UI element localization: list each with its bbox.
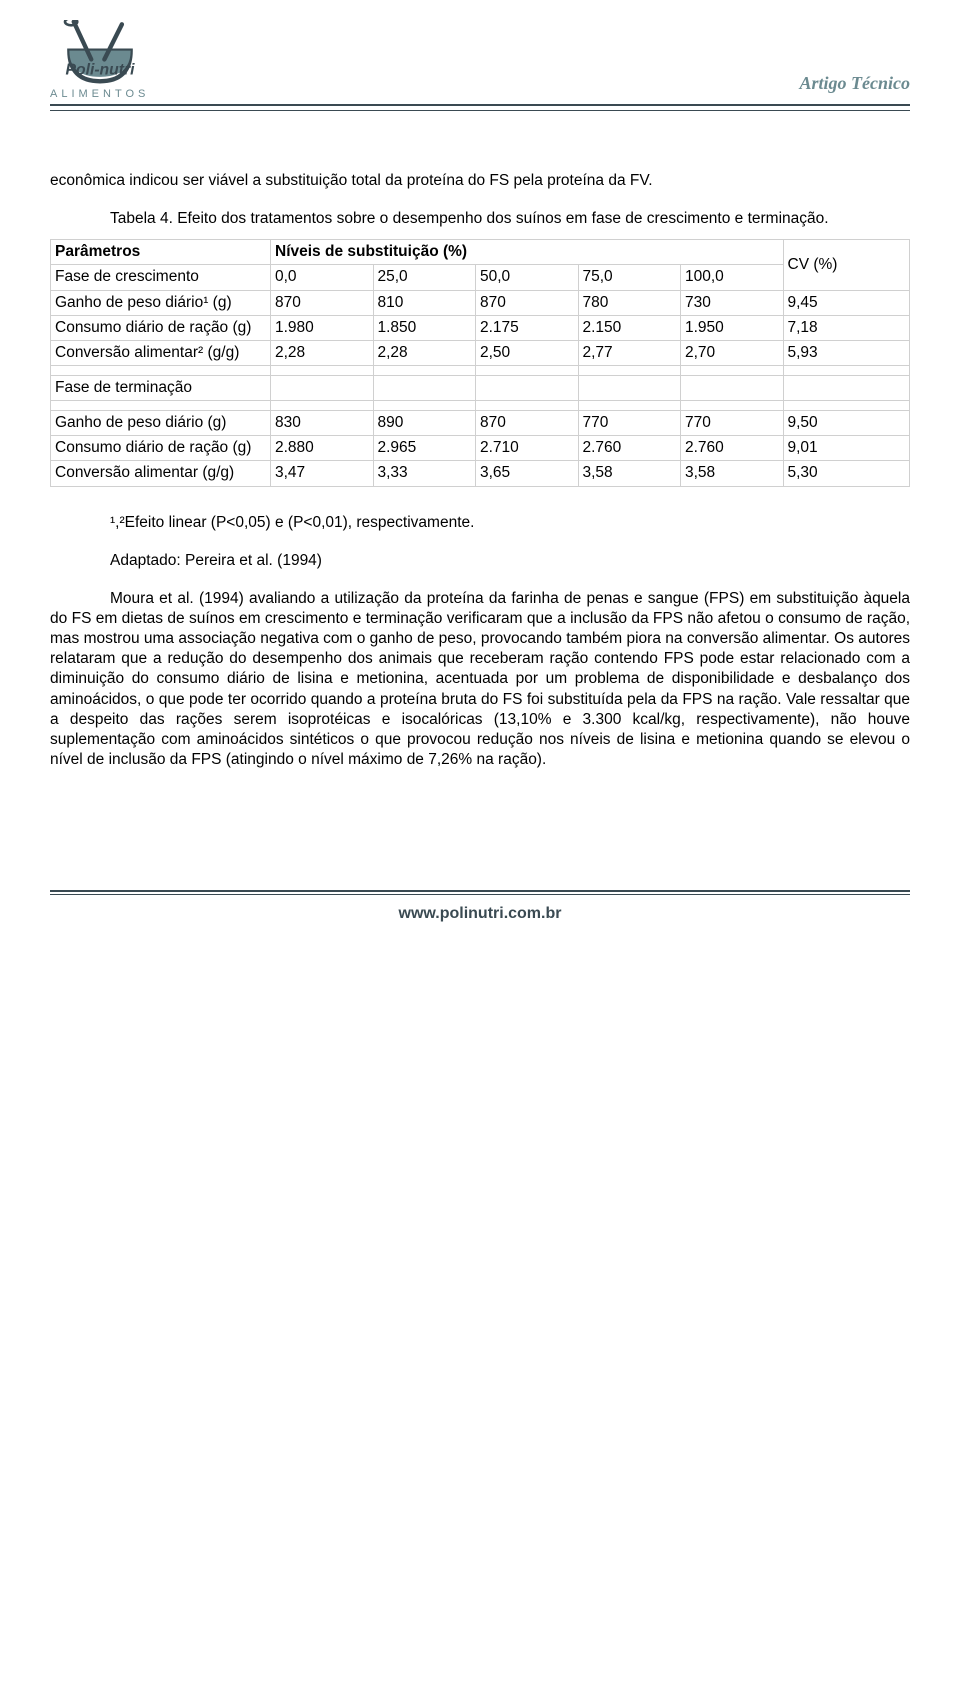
phase2-label-row: Fase de terminação xyxy=(51,375,910,400)
data-cell: 2,28 xyxy=(373,340,476,365)
spacer-row xyxy=(51,365,910,375)
brand-subtext: ALIMENTOS xyxy=(50,88,149,100)
data-cell: 870 xyxy=(476,290,579,315)
data-cell: 2,77 xyxy=(578,340,681,365)
row-label: Ganho de peso diário (g) xyxy=(51,411,271,436)
main-paragraph: Moura et al. (1994) avaliando a utilizaç… xyxy=(50,589,910,770)
data-cell: 1.850 xyxy=(373,315,476,340)
cv-cell: 5,30 xyxy=(783,461,910,486)
table-row: Conversão alimentar² (g/g) 2,28 2,28 2,5… xyxy=(51,340,910,365)
table-row: Consumo diário de ração (g) 2.880 2.965 … xyxy=(51,436,910,461)
data-cell: 2.175 xyxy=(476,315,579,340)
data-cell: 770 xyxy=(578,411,681,436)
data-cell: 2,70 xyxy=(681,340,784,365)
col-header-cv: CV (%) xyxy=(783,240,910,290)
data-cell: 1.950 xyxy=(681,315,784,340)
data-cell: 3,65 xyxy=(476,461,579,486)
header-underline xyxy=(50,110,910,111)
page-header: Poli-nutri ALIMENTOS Artigo Técnico xyxy=(50,20,910,106)
level-cell: 25,0 xyxy=(373,265,476,290)
data-cell: 2,50 xyxy=(476,340,579,365)
phase1-label: Fase de crescimento xyxy=(51,265,271,290)
row-label: Conversão alimentar² (g/g) xyxy=(51,340,271,365)
level-cell: 100,0 xyxy=(681,265,784,290)
table-row: Ganho de peso diário¹ (g) 870 810 870 78… xyxy=(51,290,910,315)
page-footer: www.polinutri.com.br xyxy=(50,890,910,923)
data-cell: 780 xyxy=(578,290,681,315)
table-row: Conversão alimentar (g/g) 3,47 3,33 3,65… xyxy=(51,461,910,486)
data-cell: 890 xyxy=(373,411,476,436)
results-table: Parâmetros Níveis de substituição (%) CV… xyxy=(50,239,910,486)
table-row: Consumo diário de ração (g) 1.980 1.850 … xyxy=(51,315,910,340)
table-header-row: Parâmetros Níveis de substituição (%) CV… xyxy=(51,240,910,265)
adaptation-line: Adaptado: Pereira et al. (1994) xyxy=(110,551,910,571)
data-cell: 3,47 xyxy=(271,461,374,486)
table-caption: Tabela 4. Efeito dos tratamentos sobre o… xyxy=(50,209,910,229)
brand-logo: Poli-nutri ALIMENTOS xyxy=(50,20,149,100)
level-cell: 50,0 xyxy=(476,265,579,290)
data-cell: 730 xyxy=(681,290,784,315)
col-header-param: Parâmetros xyxy=(51,240,271,265)
spacer-row xyxy=(51,401,910,411)
cv-cell: 9,01 xyxy=(783,436,910,461)
level-cell: 0,0 xyxy=(271,265,374,290)
data-cell: 2.150 xyxy=(578,315,681,340)
cv-cell: 7,18 xyxy=(783,315,910,340)
data-cell: 1.980 xyxy=(271,315,374,340)
row-label: Conversão alimentar (g/g) xyxy=(51,461,271,486)
data-cell: 830 xyxy=(271,411,374,436)
data-cell: 3,58 xyxy=(578,461,681,486)
table-footnote: ¹,²Efeito linear (P<0,05) e (P<0,01), re… xyxy=(110,513,910,533)
intro-paragraph: econômica indicou ser viável a substitui… xyxy=(50,171,910,191)
data-cell: 2.760 xyxy=(681,436,784,461)
data-cell: 2.760 xyxy=(578,436,681,461)
data-cell: 870 xyxy=(271,290,374,315)
row-label: Consumo diário de ração (g) xyxy=(51,315,271,340)
data-cell: 770 xyxy=(681,411,784,436)
row-label: Consumo diário de ração (g) xyxy=(51,436,271,461)
data-cell: 810 xyxy=(373,290,476,315)
footer-url: www.polinutri.com.br xyxy=(50,894,910,923)
data-cell: 870 xyxy=(476,411,579,436)
cv-cell: 5,93 xyxy=(783,340,910,365)
data-cell: 3,58 xyxy=(681,461,784,486)
col-header-levels: Níveis de substituição (%) xyxy=(271,240,784,265)
data-cell: 3,33 xyxy=(373,461,476,486)
cv-cell: 9,50 xyxy=(783,411,910,436)
data-cell: 2.880 xyxy=(271,436,374,461)
phase1-level-row: Fase de crescimento 0,0 25,0 50,0 75,0 1… xyxy=(51,265,910,290)
data-cell: 2,28 xyxy=(271,340,374,365)
article-type-label: Artigo Técnico xyxy=(800,73,911,100)
data-cell: 2.710 xyxy=(476,436,579,461)
data-cell: 2.965 xyxy=(373,436,476,461)
row-label: Ganho de peso diário¹ (g) xyxy=(51,290,271,315)
phase2-label: Fase de terminação xyxy=(51,375,271,400)
cv-cell: 9,45 xyxy=(783,290,910,315)
level-cell: 75,0 xyxy=(578,265,681,290)
svg-text:Poli-nutri: Poli-nutri xyxy=(65,61,135,78)
mortar-icon: Poli-nutri xyxy=(55,20,145,90)
table-row: Ganho de peso diário (g) 830 890 870 770… xyxy=(51,411,910,436)
